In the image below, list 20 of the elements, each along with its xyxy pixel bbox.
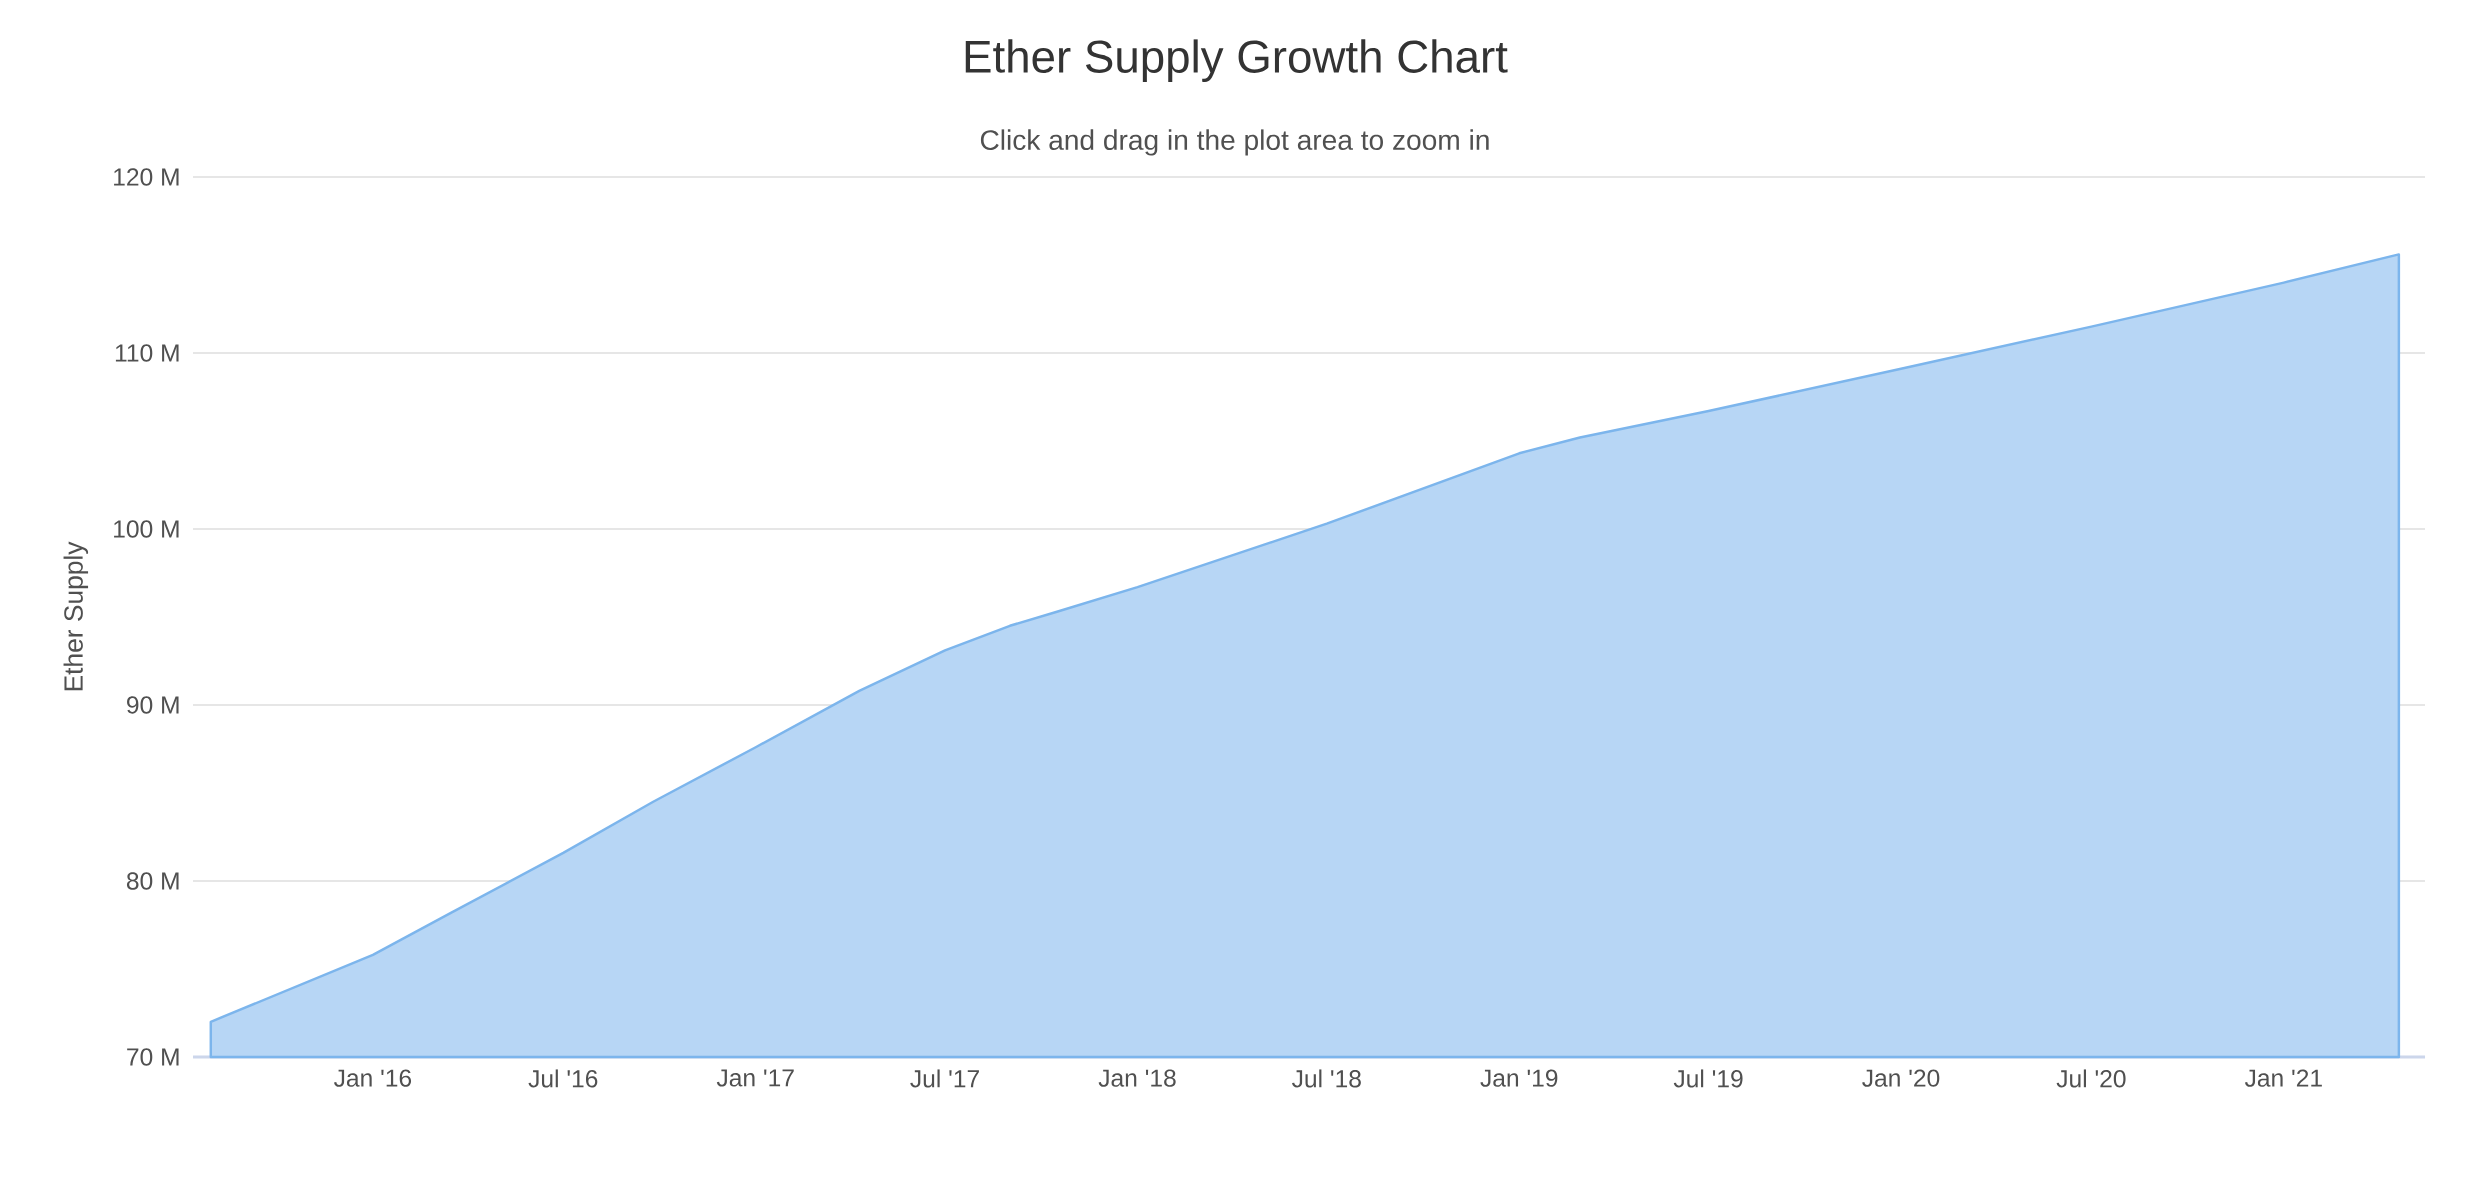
chart-subtitle: Click and drag in the plot area to zoom in [980, 129, 1489, 156]
x-tick-label: Jan '19 [1480, 1069, 1558, 1087]
x-tick-label: Jan '16 [334, 1069, 412, 1087]
x-tick-label: Jul '19 [1673, 1069, 1743, 1088]
x-tick-label: Jan '20 [1862, 1069, 1940, 1087]
x-tick-label: Jul '20 [2056, 1069, 2126, 1088]
x-tick-label: Jan '21 [2244, 1069, 2322, 1087]
y-axis-title: Ether Supply [63, 541, 89, 691]
x-tick-label: Jan '18 [1098, 1069, 1176, 1087]
x-tick-label: Jul '16 [528, 1069, 598, 1088]
x-tick-label: Jan '17 [716, 1069, 794, 1087]
y-tick-label: 100 M [114, 520, 179, 538]
y-tick-label: 80 M [126, 872, 179, 890]
x-tick-label: Jul '17 [910, 1069, 979, 1088]
x-tick-label: Jul '18 [1292, 1069, 1361, 1088]
y-tick-label: 110 M [115, 344, 179, 362]
chart-title: Ether Supply Growth Chart [965, 39, 1508, 82]
y-tick-label: 70 M [127, 1048, 179, 1066]
y-tick-label: 120 M [114, 168, 179, 186]
y-tick-label: 90 M [127, 696, 179, 714]
